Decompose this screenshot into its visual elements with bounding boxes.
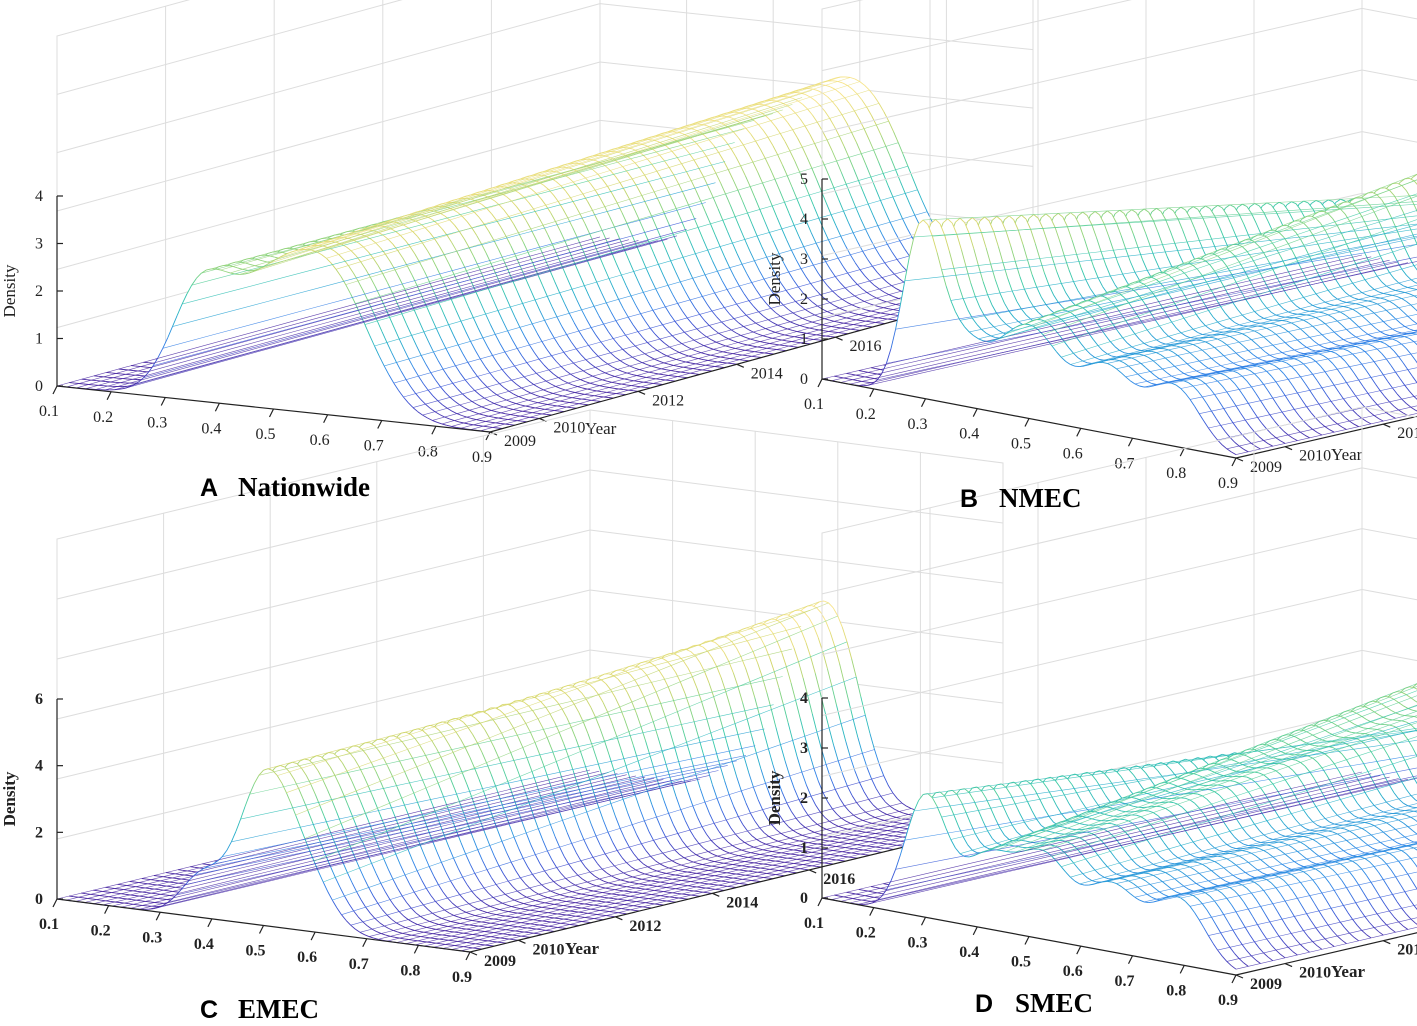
x-tick-label: 0.5 xyxy=(1011,436,1031,453)
x-tick-label: 0.5 xyxy=(1011,954,1031,971)
surface xyxy=(57,601,1003,952)
caption-letter-c: C xyxy=(200,996,218,1024)
caption-title-c: EMEC xyxy=(238,994,319,1024)
y-axis-label: Year xyxy=(565,939,599,958)
year-tick-label: 2016 xyxy=(823,871,855,888)
x-tick-label: 0.9 xyxy=(1218,475,1238,492)
x-tick-label: 0.1 xyxy=(804,396,824,413)
caption-letter-d: D xyxy=(975,990,993,1018)
z-tick-label: 2 xyxy=(35,824,43,841)
x-tick-label: 0.2 xyxy=(856,925,876,942)
x-tick-label: 0.6 xyxy=(297,949,317,966)
year-tick-label: 2012 xyxy=(1397,942,1417,959)
z-axis-label: Density xyxy=(0,771,19,826)
x-tick-label: 0.3 xyxy=(147,415,167,432)
z-tick-label: 0 xyxy=(800,371,808,388)
caption-letter-a: A xyxy=(200,474,218,502)
x-tick-label: 0.8 xyxy=(400,962,420,979)
x-tick-label: 0.1 xyxy=(804,915,824,932)
z-tick-label: 5 xyxy=(800,171,808,188)
z-tick-label: 4 xyxy=(800,690,808,707)
z-tick-label: 3 xyxy=(800,740,808,757)
surface xyxy=(822,117,1417,458)
z-tick-label: 1 xyxy=(35,331,43,348)
z-tick-label: 2 xyxy=(800,291,808,308)
year-tick-label: 2012 xyxy=(1397,425,1417,442)
x-tick-label: 0.1 xyxy=(39,916,59,933)
x-tick-label: 0.8 xyxy=(418,443,438,460)
x-tick-label: 0.7 xyxy=(364,438,384,455)
year-tick-label: 2010 xyxy=(553,420,585,437)
z-tick-label: 0 xyxy=(35,891,43,908)
x-tick-label: 0.9 xyxy=(472,449,492,466)
x-tick-label: 0.8 xyxy=(1166,982,1186,999)
z-tick-label: 2 xyxy=(800,790,808,807)
year-tick-label: 2009 xyxy=(484,953,516,970)
z-tick-label: 0 xyxy=(800,890,808,907)
x-tick-label: 0.3 xyxy=(142,929,162,946)
x-tick-label: 0.6 xyxy=(310,432,330,449)
caption-title-d: SMEC xyxy=(1015,988,1093,1018)
x-tick-label: 0.9 xyxy=(1218,992,1238,1009)
y-axis-label: Year xyxy=(1331,962,1365,981)
year-tick-label: 2010 xyxy=(533,941,565,958)
y-axis-label: Year xyxy=(1331,445,1363,464)
caption-title-b: NMEC xyxy=(999,483,1082,513)
year-tick-label: 2016 xyxy=(850,338,882,355)
year-tick-label: 2012 xyxy=(652,392,684,409)
z-tick-label: 4 xyxy=(35,188,43,205)
x-tick-label: 0.2 xyxy=(856,406,876,423)
z-tick-label: 1 xyxy=(800,840,808,857)
year-tick-label: 2009 xyxy=(1250,976,1282,993)
x-tick-label: 0.9 xyxy=(452,969,472,986)
x-tick-label: 0.2 xyxy=(91,923,111,940)
z-axis-label: Density xyxy=(0,264,19,317)
x-tick-label: 0.4 xyxy=(194,936,214,953)
x-tick-label: 0.7 xyxy=(1115,973,1135,990)
x-tick-label: 0.3 xyxy=(908,416,928,433)
year-tick-label: 2009 xyxy=(504,433,536,450)
surface xyxy=(822,639,1417,975)
x-tick-label: 0.4 xyxy=(959,944,979,961)
z-axis-label: Density xyxy=(765,252,784,305)
year-tick-label: 2014 xyxy=(751,365,783,382)
x-tick-label: 0.6 xyxy=(1063,445,1083,462)
x-tick-label: 0.3 xyxy=(908,934,928,951)
z-tick-label: 3 xyxy=(800,251,808,268)
z-tick-label: 4 xyxy=(35,758,43,775)
figure-canvas: 0.1 0.2 0.3 0.4 0.5 0.6 0.7 0.8 0.92009201020122… xyxy=(0,0,1417,1026)
z-tick-label: 3 xyxy=(35,236,43,253)
caption-title-a: Nationwide xyxy=(238,472,370,502)
z-tick-label: 2 xyxy=(35,283,43,300)
x-tick-label: 0.7 xyxy=(349,956,369,973)
x-tick-label: 0.1 xyxy=(39,403,59,420)
year-tick-label: 2010 xyxy=(1299,965,1331,982)
x-tick-label: 0.2 xyxy=(93,409,113,426)
z-tick-label: 6 xyxy=(35,691,43,708)
x-tick-label: 0.6 xyxy=(1063,963,1083,980)
x-tick-label: 0.8 xyxy=(1166,465,1186,482)
year-tick-label: 2014 xyxy=(726,894,758,911)
z-axis-label: Density xyxy=(765,770,784,825)
year-tick-label: 2010 xyxy=(1299,448,1331,465)
z-tick-label: 0 xyxy=(35,378,43,395)
panel-b-nmec: 0.10.20.30.40.50.60.70.80.92009201020122… xyxy=(765,0,1417,492)
year-tick-label: 2009 xyxy=(1250,459,1282,476)
x-tick-label: 0.4 xyxy=(201,420,221,437)
caption-letter-b: B xyxy=(960,485,978,513)
x-tick-label: 0.4 xyxy=(959,426,979,443)
z-tick-label: 4 xyxy=(800,211,808,228)
z-tick-label: 1 xyxy=(800,331,808,348)
x-tick-label: 0.5 xyxy=(256,426,276,443)
year-tick-label: 2012 xyxy=(629,918,661,935)
x-tick-label: 0.5 xyxy=(246,943,266,960)
